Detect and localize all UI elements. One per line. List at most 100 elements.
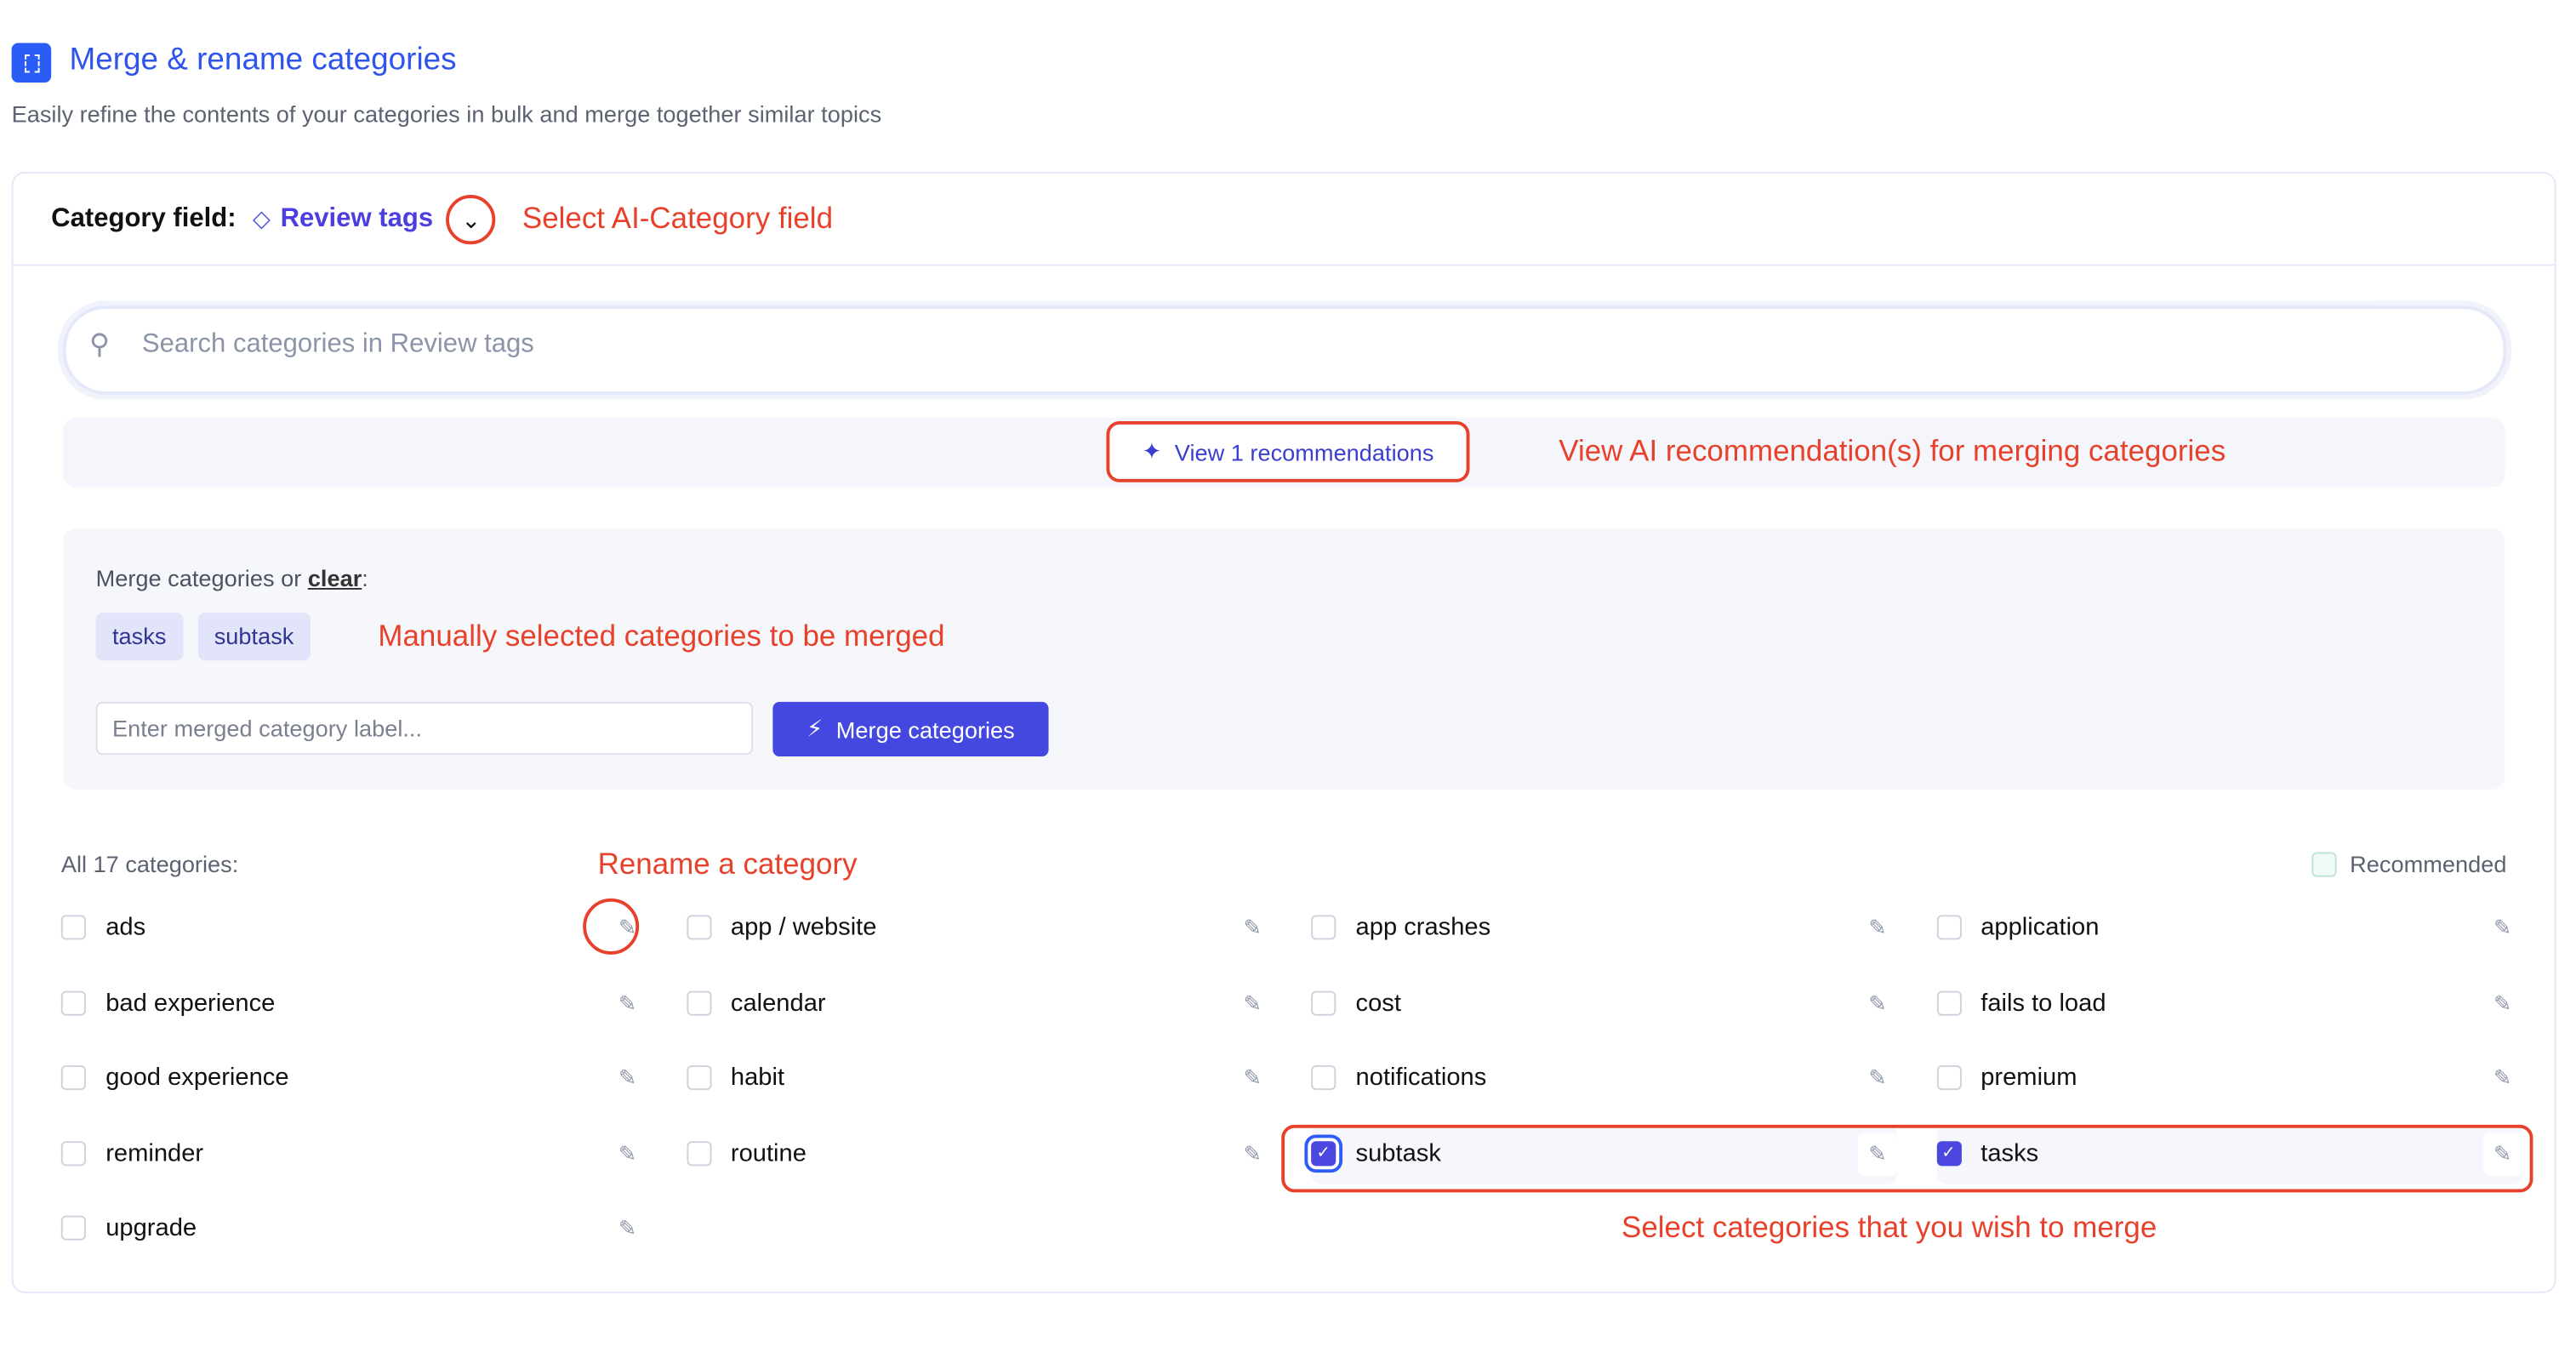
category-item[interactable]: routine ✎: [686, 1124, 1272, 1184]
category-checkbox[interactable]: [60, 915, 86, 940]
category-item[interactable]: calendar ✎: [686, 973, 1272, 1033]
category-field-value[interactable]: Review tags: [280, 203, 434, 232]
selected-chip[interactable]: tasks: [95, 613, 183, 661]
category-item[interactable]: ads ✎: [60, 899, 647, 958]
selected-chips: tasks subtask Manually selected categori…: [95, 613, 945, 661]
category-label: notifications: [1355, 1064, 1487, 1093]
pencil-icon[interactable]: ✎: [618, 1215, 637, 1241]
category-label: calendar: [730, 988, 826, 1017]
categories-count: All 17 categories:: [60, 850, 239, 877]
category-label: cost: [1355, 988, 1401, 1017]
category-item[interactable]: good experience ✎: [60, 1049, 647, 1109]
category-checkbox[interactable]: [60, 990, 86, 1015]
category-checkbox[interactable]: ✓: [1311, 1140, 1336, 1166]
annotation-select-merge: Select categories that you wish to merge: [1621, 1210, 2157, 1244]
pencil-icon[interactable]: ✎: [2493, 915, 2512, 940]
category-label: reminder: [105, 1138, 204, 1167]
pencil-icon[interactable]: ✎: [618, 1140, 637, 1166]
pencil-icon[interactable]: ✎: [1868, 990, 1887, 1015]
category-checkbox[interactable]: [1935, 1064, 1961, 1091]
category-label: good experience: [105, 1064, 289, 1093]
pencil-icon[interactable]: ✎: [2493, 990, 2512, 1015]
annotation-select-field: Select AI-Category field: [521, 201, 834, 235]
category-checkbox[interactable]: [60, 1215, 86, 1241]
merge-panel: Merge categories or clear: tasks subtask…: [62, 528, 2505, 790]
pencil-icon[interactable]: ✎: [2493, 1064, 2512, 1091]
pencil-icon[interactable]: ✎: [618, 990, 637, 1015]
category-checkbox[interactable]: [1311, 915, 1336, 940]
category-label: ads: [105, 913, 146, 942]
category-item[interactable]: ✓ tasks ✎: [1935, 1123, 2522, 1184]
category-label: tasks: [1980, 1138, 2039, 1167]
category-item[interactable]: notifications ✎: [1311, 1049, 1897, 1109]
pencil-icon[interactable]: ✎: [1857, 1132, 1898, 1176]
page-subtitle: Easily refine the contents of your categ…: [11, 100, 882, 128]
category-item[interactable]: app / website ✎: [686, 899, 1272, 958]
category-checkbox[interactable]: [686, 990, 711, 1015]
page-title: Merge & rename categories: [69, 43, 457, 78]
main-card: Category field: ◇ Review tags ⌄ Select A…: [11, 171, 2556, 1293]
category-checkbox[interactable]: [60, 1140, 86, 1166]
category-checkbox[interactable]: [686, 915, 711, 940]
merge-categories-button[interactable]: ⚡︎ Merge categories: [772, 701, 1049, 756]
merge-label: Merge categories or clear:: [95, 564, 368, 591]
search-input[interactable]: [139, 328, 1467, 362]
annotation-rename-circle: [583, 898, 640, 955]
category-label: upgrade: [105, 1213, 197, 1242]
recommended-swatch: [2311, 851, 2337, 876]
recommendations-bar: ✦ View 1 recommendations View AI recomme…: [62, 418, 2505, 488]
category-checkbox[interactable]: [1935, 915, 1961, 940]
pencil-icon[interactable]: ✎: [2482, 1132, 2522, 1176]
category-field-bar: Category field: ◇ Review tags ⌄ Select A…: [13, 174, 2555, 266]
pencil-icon[interactable]: ✎: [1243, 915, 1262, 940]
category-item[interactable]: upgrade ✎: [60, 1199, 647, 1258]
search-box[interactable]: ⚲: [62, 305, 2507, 395]
category-checkbox[interactable]: [1311, 1064, 1336, 1091]
category-checkbox[interactable]: [686, 1064, 711, 1091]
view-recommendations-label: View 1 recommendations: [1174, 438, 1434, 465]
merged-label-input[interactable]: [95, 701, 754, 756]
category-checkbox[interactable]: ✓: [1935, 1140, 1961, 1166]
lightning-icon: ⚡︎: [806, 715, 824, 742]
category-item[interactable]: application ✎: [1935, 899, 2522, 958]
category-item[interactable]: reminder ✎: [60, 1124, 647, 1184]
category-label: premium: [1980, 1064, 2077, 1093]
annotation-highlight: [1281, 1124, 2533, 1193]
category-label: bad experience: [105, 988, 276, 1017]
annotation-rename: Rename a category: [597, 847, 858, 881]
pencil-icon[interactable]: ✎: [1868, 1064, 1887, 1091]
pencil-icon[interactable]: ✎: [1868, 915, 1887, 940]
category-label: fails to load: [1980, 988, 2106, 1017]
category-checkbox[interactable]: [60, 1064, 86, 1091]
recommended-legend: Recommended: [2311, 851, 2506, 877]
pencil-icon[interactable]: ✎: [1243, 1064, 1262, 1091]
pencil-icon[interactable]: ✎: [1243, 990, 1262, 1015]
category-checkbox[interactable]: [686, 1140, 711, 1166]
category-item[interactable]: premium ✎: [1935, 1049, 2522, 1109]
selected-chip[interactable]: subtask: [197, 613, 311, 661]
search-icon: ⚲: [88, 328, 110, 361]
view-recommendations-button[interactable]: ✦ View 1 recommendations: [1106, 420, 1470, 482]
category-item[interactable]: habit ✎: [686, 1049, 1272, 1109]
category-checkbox[interactable]: [1935, 990, 1961, 1015]
category-label: app crashes: [1355, 913, 1491, 942]
chevron-down-icon[interactable]: ⌄: [446, 194, 496, 244]
category-field-label: Category field:: [51, 203, 237, 232]
annotation-view-recs: View AI recommendation(s) for merging ca…: [1559, 434, 2226, 468]
category-label: app / website: [730, 913, 877, 942]
pencil-icon[interactable]: ✎: [618, 1064, 637, 1091]
category-checkbox[interactable]: [1311, 990, 1336, 1015]
category-item[interactable]: fails to load ✎: [1935, 973, 2522, 1033]
category-item[interactable]: ✓ subtask ✎: [1311, 1123, 1898, 1184]
category-label: application: [1980, 913, 2100, 942]
category-item[interactable]: cost ✎: [1311, 973, 1897, 1033]
category-item[interactable]: bad experience ✎: [60, 973, 647, 1033]
category-label: subtask: [1355, 1138, 1441, 1167]
category-label: routine: [730, 1138, 806, 1167]
tag-icon: ◇: [253, 204, 271, 231]
category-label: habit: [730, 1064, 785, 1093]
category-item[interactable]: app crashes ✎: [1311, 899, 1897, 958]
clear-link[interactable]: clear: [307, 564, 362, 591]
sparkle-icon: ✦: [1142, 437, 1162, 465]
pencil-icon[interactable]: ✎: [1243, 1140, 1262, 1166]
